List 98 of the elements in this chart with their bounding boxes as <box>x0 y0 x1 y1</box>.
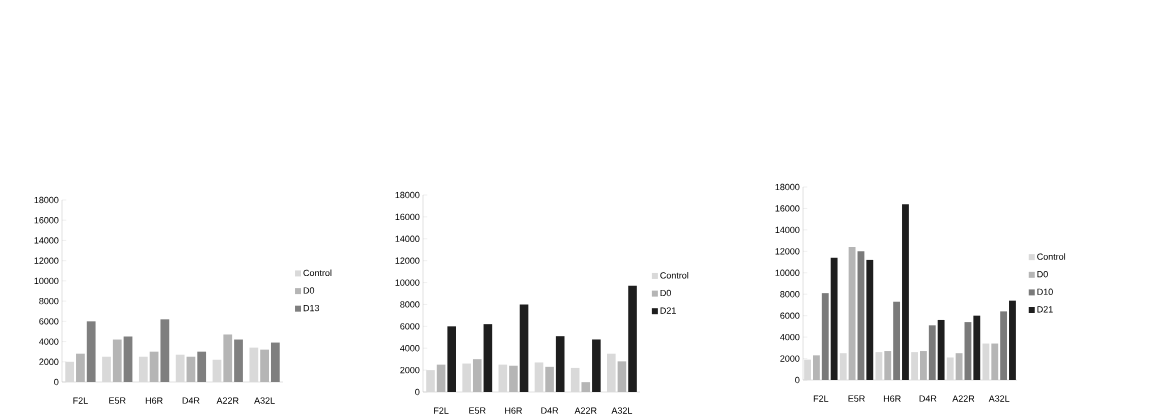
y-tick-label: 18000 <box>775 183 800 191</box>
bar <box>65 361 75 382</box>
bar <box>175 354 185 382</box>
legend-label: D0 <box>660 289 671 297</box>
legend-label: D13 <box>303 304 320 312</box>
bar <box>804 359 811 380</box>
y-tick-label: 4000 <box>780 333 800 341</box>
x-tick-label: H6R <box>883 395 901 402</box>
bar <box>592 339 601 392</box>
bar <box>462 363 471 392</box>
bar <box>982 343 990 380</box>
bar <box>102 356 111 382</box>
bar <box>1000 311 1008 380</box>
bar <box>249 347 259 382</box>
y-tick-label: 6000 <box>780 312 800 319</box>
x-tick-label: A22R <box>952 395 975 402</box>
legend-label: D21 <box>1037 306 1053 313</box>
bar <box>197 351 207 382</box>
bar <box>946 357 954 380</box>
bar <box>821 293 829 380</box>
bar <box>123 336 133 382</box>
y-tick-label: 8000 <box>400 301 420 308</box>
x-tick-label: F2L <box>73 397 88 404</box>
x-tick-label: F2L <box>434 407 449 414</box>
y-tick-label: 16000 <box>34 217 59 224</box>
y-tick-label: 2000 <box>780 355 800 362</box>
x-tick-label: H6R <box>505 407 522 414</box>
bar <box>866 259 874 380</box>
bar <box>839 353 847 380</box>
x-tick-label: E5R <box>109 397 126 404</box>
bar <box>875 352 883 380</box>
x-tick-label: H6R <box>145 397 163 404</box>
bar <box>519 304 529 392</box>
bar <box>534 362 544 392</box>
x-tick-label: E5R <box>848 395 865 402</box>
y-tick-label: 4000 <box>400 345 420 352</box>
x-tick-label: D4R <box>541 407 559 414</box>
y-tick-label: 12000 <box>34 257 59 264</box>
y-tick-label: 8000 <box>39 297 59 305</box>
bar <box>138 356 148 382</box>
bar <box>628 285 637 392</box>
y-tick-label: 10000 <box>34 277 59 285</box>
y-tick-label: 12000 <box>395 257 420 264</box>
legend-label: Control <box>303 269 332 277</box>
bar <box>911 352 918 380</box>
legend-label: Control <box>1037 253 1066 260</box>
legend-label: Control <box>660 272 689 279</box>
y-tick-label: 6000 <box>400 323 420 330</box>
y-tick-label: 14000 <box>34 237 59 244</box>
legend-label: D0 <box>1037 271 1048 278</box>
y-tick-label: 2000 <box>39 358 59 365</box>
bar <box>447 326 456 392</box>
x-tick-label: E5R <box>469 407 486 414</box>
y-tick-label: 18000 <box>34 196 59 204</box>
bar <box>160 319 170 382</box>
bar <box>1009 300 1016 380</box>
y-tick-label: 8000 <box>780 291 800 298</box>
x-tick-label: A22R <box>216 397 239 404</box>
bar <box>937 319 945 380</box>
y-tick-label: 14000 <box>395 235 420 242</box>
bar <box>555 336 565 392</box>
bar <box>234 339 243 382</box>
legend-label: D0 <box>303 287 315 294</box>
bar <box>498 364 508 392</box>
bar <box>426 370 435 392</box>
y-tick-label: 14000 <box>775 226 800 234</box>
x-tick-label: A22R <box>574 407 597 414</box>
bar <box>830 257 838 380</box>
x-tick-label: F2L <box>813 395 829 402</box>
x-tick-label: A32L <box>254 397 275 404</box>
bar <box>212 359 222 382</box>
y-tick-label: 10000 <box>395 279 420 286</box>
y-tick-label: 6000 <box>39 318 59 325</box>
bar <box>270 342 280 382</box>
bar <box>86 321 96 382</box>
y-tick-label: 0 <box>54 378 59 386</box>
bar <box>893 301 901 380</box>
y-tick-label: 0 <box>795 376 800 384</box>
y-tick-label: 2000 <box>400 366 420 374</box>
y-tick-label: 16000 <box>395 213 420 221</box>
legend-label: D10 <box>1037 288 1053 295</box>
bar <box>973 315 981 380</box>
x-tick-label: D4R <box>919 395 937 402</box>
x-tick-label: A32L <box>611 407 633 414</box>
y-tick-label: 0 <box>415 388 420 396</box>
bar <box>928 325 936 380</box>
bar <box>570 367 580 392</box>
y-tick-label: 4000 <box>39 338 59 345</box>
x-tick-label: D4R <box>182 397 200 404</box>
bar <box>902 204 909 380</box>
legend-label: D21 <box>660 307 676 314</box>
bar <box>607 353 616 392</box>
y-tick-label: 18000 <box>395 191 420 199</box>
x-tick-label: A32L <box>988 395 1010 402</box>
bar <box>483 324 493 392</box>
y-tick-label: 16000 <box>775 205 800 212</box>
y-tick-label: 12000 <box>775 248 800 255</box>
y-tick-label: 10000 <box>775 269 800 276</box>
